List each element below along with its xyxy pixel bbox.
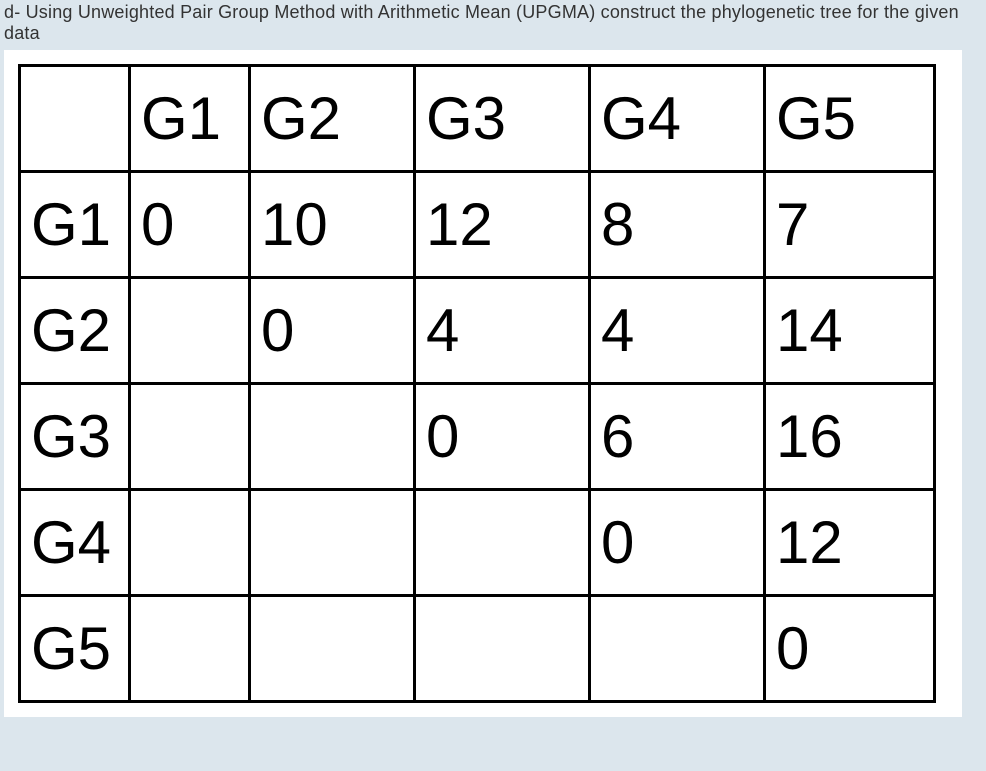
cell-g5-g5: 0 (765, 596, 935, 702)
cell-g5-g1 (130, 596, 250, 702)
cell-g2-g3: 4 (415, 278, 590, 384)
row-label-g4: G4 (20, 490, 130, 596)
cell-g1-g1: 0 (130, 172, 250, 278)
header-blank (20, 66, 130, 172)
table-row: G2 0 4 4 14 (20, 278, 935, 384)
cell-g2-g5: 14 (765, 278, 935, 384)
header-g5: G5 (765, 66, 935, 172)
table-row: G1 0 10 12 8 7 (20, 172, 935, 278)
cell-g4-g2 (250, 490, 415, 596)
cell-g2-g1 (130, 278, 250, 384)
cell-g2-g4: 4 (590, 278, 765, 384)
header-g2: G2 (250, 66, 415, 172)
cell-g5-g4 (590, 596, 765, 702)
cell-g3-g4: 6 (590, 384, 765, 490)
table-row: G1 G2 G3 G4 G5 (20, 66, 935, 172)
cell-g5-g2 (250, 596, 415, 702)
header-g3: G3 (415, 66, 590, 172)
cell-g4-g4: 0 (590, 490, 765, 596)
cell-g3-g3: 0 (415, 384, 590, 490)
cell-g3-g5: 16 (765, 384, 935, 490)
row-label-g2: G2 (20, 278, 130, 384)
cell-g1-g2: 10 (250, 172, 415, 278)
question-text: d- Using Unweighted Pair Group Method wi… (0, 0, 986, 50)
table-row: G5 0 (20, 596, 935, 702)
header-g4: G4 (590, 66, 765, 172)
distance-matrix-container: G1 G2 G3 G4 G5 G1 0 10 12 8 7 G2 0 4 4 1… (4, 50, 962, 717)
header-g1: G1 (130, 66, 250, 172)
cell-g4-g1 (130, 490, 250, 596)
row-label-g5: G5 (20, 596, 130, 702)
cell-g1-g5: 7 (765, 172, 935, 278)
cell-g5-g3 (415, 596, 590, 702)
table-row: G4 0 12 (20, 490, 935, 596)
cell-g4-g5: 12 (765, 490, 935, 596)
distance-matrix-table: G1 G2 G3 G4 G5 G1 0 10 12 8 7 G2 0 4 4 1… (18, 64, 936, 703)
table-row: G3 0 6 16 (20, 384, 935, 490)
cell-g1-g3: 12 (415, 172, 590, 278)
cell-g2-g2: 0 (250, 278, 415, 384)
cell-g3-g1 (130, 384, 250, 490)
cell-g3-g2 (250, 384, 415, 490)
row-label-g3: G3 (20, 384, 130, 490)
cell-g1-g4: 8 (590, 172, 765, 278)
row-label-g1: G1 (20, 172, 130, 278)
cell-g4-g3 (415, 490, 590, 596)
